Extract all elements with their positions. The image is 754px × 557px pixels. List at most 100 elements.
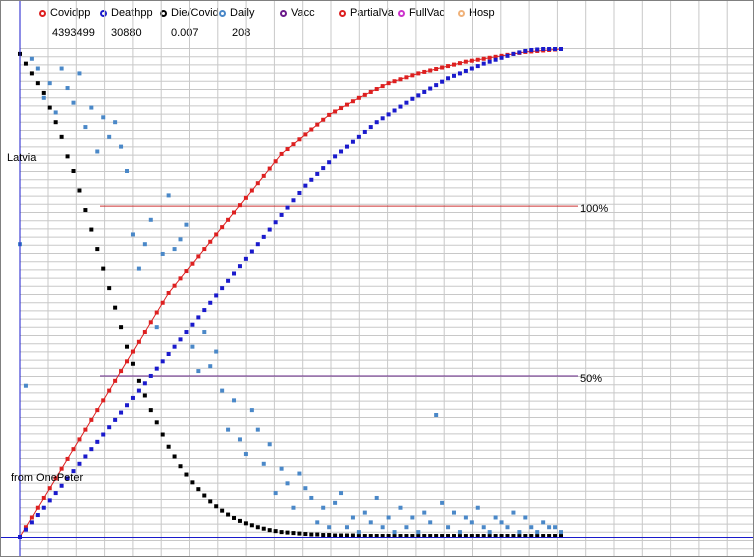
point-die-covid (547, 534, 552, 539)
point-daily (101, 115, 106, 120)
point-deathpp (136, 388, 141, 393)
point-covidpp (148, 320, 153, 325)
point-die-covid (47, 105, 52, 110)
point-die-covid (113, 305, 118, 310)
point-daily (53, 110, 58, 115)
point-daily (202, 330, 207, 335)
point-daily (95, 149, 100, 154)
point-daily (59, 66, 64, 71)
point-daily (541, 520, 546, 525)
point-deathpp (428, 86, 433, 91)
point-deathpp (208, 300, 213, 305)
point-daily (339, 491, 344, 496)
point-covidpp (226, 217, 231, 222)
point-covidpp (232, 210, 237, 215)
point-daily (368, 520, 373, 525)
point-deathpp (309, 177, 314, 182)
point-die-covid (184, 472, 189, 477)
point-die-covid (303, 532, 308, 537)
point-covidpp (350, 99, 355, 104)
point-covidpp (315, 122, 320, 127)
point-daily (35, 66, 40, 71)
ref-100-label: 100% (580, 203, 609, 215)
point-die-covid (23, 61, 28, 66)
magenta-circle-marker-icon (398, 10, 405, 17)
point-die-covid (475, 534, 480, 539)
point-daily (237, 437, 242, 442)
point-covidpp (184, 269, 189, 274)
point-covidpp (398, 77, 403, 82)
point-die-covid (469, 534, 474, 539)
point-daily (214, 349, 219, 354)
point-daily (71, 100, 76, 105)
point-covidpp (71, 447, 76, 452)
point-deathpp (529, 47, 534, 52)
point-deathpp (505, 53, 510, 58)
point-die-covid (202, 493, 207, 498)
point-daily (178, 237, 183, 242)
point-daily (404, 525, 409, 530)
point-daily (428, 520, 433, 525)
point-daily (451, 510, 456, 515)
point-covidpp (154, 310, 159, 315)
point-die-covid (249, 523, 254, 528)
point-deathpp (53, 491, 58, 496)
point-die-covid (154, 420, 159, 425)
point-covidpp (434, 67, 439, 72)
point-daily (410, 515, 415, 520)
point-covidpp (89, 417, 94, 422)
point-daily (160, 251, 165, 256)
point-covidpp (160, 300, 165, 305)
point-die-covid (350, 533, 355, 538)
point-deathpp (255, 242, 260, 247)
point-covidpp (249, 188, 254, 193)
point-die-covid (481, 534, 486, 539)
point-die-covid (559, 534, 563, 539)
point-deathpp (327, 160, 332, 165)
point-deathpp (380, 116, 385, 121)
point-deathpp (410, 96, 415, 101)
point-deathpp (434, 83, 439, 88)
point-die-covid (136, 378, 141, 383)
legend-item-partialva: PartialVa (339, 7, 394, 19)
point-daily (523, 515, 528, 520)
point-deathpp (130, 395, 135, 400)
legend-item-fullvac: FullVac (398, 7, 445, 19)
point-covidpp (178, 276, 183, 281)
point-daily (273, 491, 278, 496)
point-deathpp (172, 344, 177, 349)
blue-circle-marker-icon (100, 10, 107, 17)
red-circle-marker-icon (339, 10, 346, 17)
point-die-covid (446, 534, 451, 539)
point-daily (303, 486, 308, 491)
point-die-covid (321, 533, 326, 538)
point-covidpp (29, 515, 34, 520)
point-die-covid (71, 169, 76, 173)
point-daily (107, 134, 112, 139)
point-die-covid (422, 534, 427, 539)
point-deathpp (386, 112, 391, 117)
point-deathpp (422, 89, 427, 94)
point-deathpp (362, 129, 367, 134)
point-covidpp (356, 95, 361, 100)
point-covidpp (416, 71, 421, 76)
point-die-covid (291, 531, 296, 536)
point-die-covid (434, 534, 439, 539)
point-die-covid (53, 120, 58, 125)
point-deathpp (166, 352, 171, 356)
point-die-covid (541, 534, 546, 539)
point-daily (505, 525, 510, 530)
point-die-covid (404, 534, 409, 539)
point-daily (291, 505, 296, 510)
point-covidpp (95, 408, 100, 413)
point-covidpp (208, 239, 213, 244)
legend-value-die-covid: 0.007 (171, 27, 199, 39)
point-daily (434, 413, 439, 417)
point-covidpp (493, 54, 498, 59)
point-daily (190, 344, 195, 349)
point-deathpp (440, 79, 445, 84)
point-deathpp (398, 104, 403, 109)
point-deathpp (273, 220, 278, 225)
point-deathpp (220, 286, 225, 291)
legend-value-deathpp: 30880 (111, 27, 142, 39)
